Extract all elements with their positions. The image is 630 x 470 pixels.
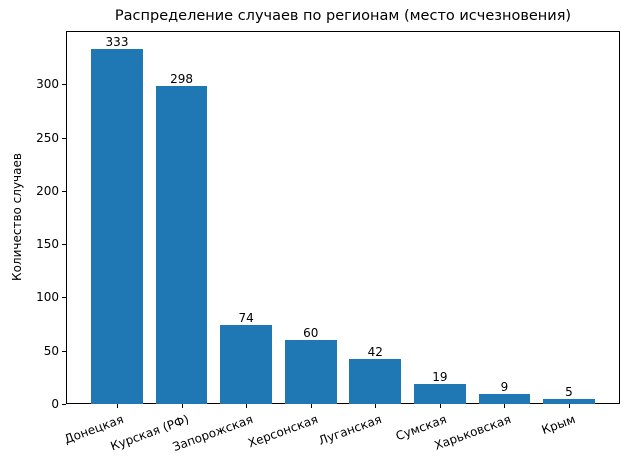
x-tick: [181, 404, 183, 408]
x-tick: [504, 404, 506, 408]
bar: [155, 86, 208, 404]
y-tick: [62, 84, 66, 86]
x-tick: [568, 404, 570, 408]
bar-value-label: 19: [432, 369, 448, 384]
bar-value-label: 9: [500, 380, 509, 395]
bar-value-label: 42: [367, 345, 383, 360]
bar-value-label: 74: [238, 311, 254, 326]
bar: [91, 49, 143, 404]
chart-title: Распределение случаев по регионам (место…: [114, 8, 572, 24]
bar: [543, 398, 595, 404]
y-tick-label: 200: [36, 183, 59, 198]
x-tick-label: Херсонская: [245, 412, 320, 451]
bar: [478, 394, 531, 404]
y-tick: [62, 137, 66, 139]
x-tick: [375, 404, 377, 408]
bar: [284, 340, 337, 404]
y-tick-label: 250: [36, 130, 59, 145]
x-tick: [439, 404, 441, 408]
y-tick: [62, 190, 66, 192]
y-tick-label: 0: [51, 397, 59, 411]
x-tick: [246, 404, 248, 408]
bar-value-label: 333: [105, 35, 129, 50]
x-tick: [117, 404, 118, 408]
bar: [220, 325, 272, 404]
bar-value-label: 60: [303, 326, 319, 341]
y-tick: [62, 350, 66, 352]
y-tick-label: 300: [36, 77, 59, 92]
y-tick: [62, 297, 66, 299]
y-tick-label: 150: [36, 237, 59, 252]
y-tick-label: 100: [36, 290, 59, 305]
y-tick: [62, 404, 66, 405]
bar: [349, 359, 402, 404]
x-tick: [310, 404, 312, 408]
y-tick: [62, 244, 66, 246]
plot-area: [66, 31, 620, 404]
x-tick-label: Крым: [539, 412, 578, 438]
y-tick-label: 50: [43, 343, 59, 358]
bar: [414, 383, 466, 404]
bar-value-label: 298: [170, 72, 194, 87]
y-axis-label: Количество случаев: [10, 153, 24, 281]
bar-value-label: 5: [565, 384, 573, 399]
x-tick-label: Луганская: [316, 412, 384, 448]
